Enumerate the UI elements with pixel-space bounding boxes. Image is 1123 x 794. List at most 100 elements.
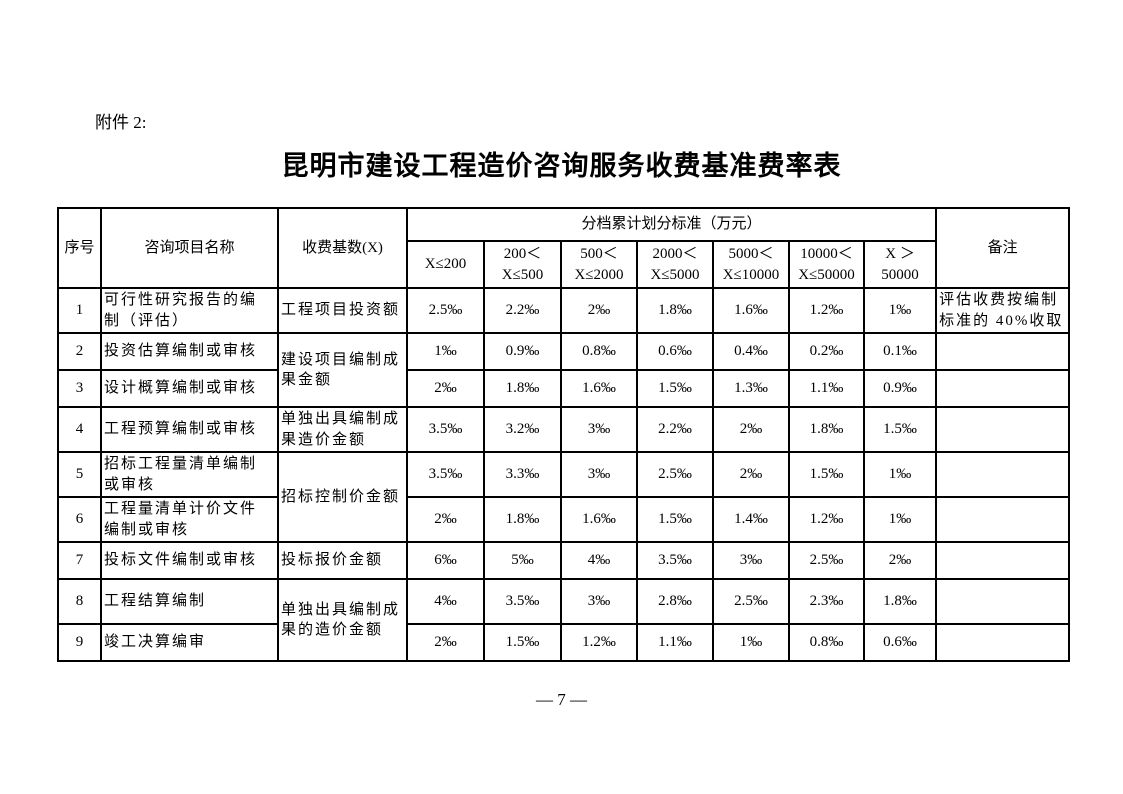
table-row: 1 可行性研究报告的编 制（评估） 工程项目投资额 2.5‰ 2.2‰ 2‰ 1… (57, 287, 1071, 334)
rate-cell: 2‰ (406, 623, 485, 662)
rate-cell: 1.5‰ (788, 451, 865, 498)
rate-cell: 1.6‰ (560, 369, 638, 408)
fee-base-cell: 单独出具编制成 果的造价金额 (277, 578, 408, 662)
rate-cell: 1.4‰ (712, 496, 790, 543)
rate-cell: 3‰ (560, 578, 638, 625)
rate-cell: 2.5‰ (636, 451, 714, 498)
remark-cell (935, 578, 1071, 625)
remark-cell (935, 369, 1071, 408)
rate-cell: 2.8‰ (636, 578, 714, 625)
rate-cell: 2‰ (862, 541, 938, 580)
project-name-cell: 设计概算编制或审核 (100, 369, 279, 408)
rate-cell: 1‰ (862, 496, 938, 543)
page-number: — 7 — (536, 690, 587, 709)
seq-cell: 9 (57, 623, 102, 662)
table-row: 7 投标文件编制或审核 投标报价金额 6‰ 5‰ 4‰ 3.5‰ 3‰ 2.5‰… (57, 541, 1071, 580)
seq-cell: 8 (57, 578, 102, 625)
rate-cell: 1.2‰ (788, 496, 865, 543)
rate-cell: 3.5‰ (483, 578, 562, 625)
rate-cell: 0.1‰ (862, 332, 938, 371)
table-row: 9 竣工决算编审 2‰ 1.5‰ 1.2‰ 1.1‰ 1‰ 0.8‰ 0.6‰ (57, 623, 1071, 662)
rate-cell: 1.3‰ (712, 369, 790, 408)
rate-cell: 3‰ (560, 451, 638, 498)
rate-cell: 2.5‰ (788, 541, 865, 580)
rate-cell: 1.5‰ (483, 623, 562, 662)
rate-cell: 0.8‰ (788, 623, 865, 662)
header-tier-2: 200＜ X≤500 (483, 240, 562, 289)
rate-cell: 1.2‰ (788, 287, 865, 334)
seq-cell: 1 (57, 287, 102, 334)
rate-cell: 1.6‰ (712, 287, 790, 334)
table-header-row-2: X≤200 200＜ X≤500 500＜ X≤2000 2000＜ X≤500… (58, 240, 1069, 289)
seq-cell: 3 (57, 369, 102, 408)
header-tier-6: 10000＜ X≤50000 (788, 240, 865, 289)
project-name-cell: 竣工决算编审 (100, 623, 279, 662)
rate-cell: 1‰ (406, 332, 485, 371)
rate-cell: 3.5‰ (406, 406, 485, 453)
rate-cell: 5‰ (483, 541, 562, 580)
rate-cell: 4‰ (406, 578, 485, 625)
rate-cell: 6‰ (406, 541, 485, 580)
fee-base-cell: 工程项目投资额 (277, 287, 408, 334)
rate-cell: 1.8‰ (483, 369, 562, 408)
rate-cell: 1.6‰ (560, 496, 638, 543)
header-remark: 备注 (935, 207, 1071, 289)
rate-cell: 2‰ (712, 406, 790, 453)
rate-cell: 3.2‰ (483, 406, 562, 453)
rate-cell: 1.5‰ (862, 406, 938, 453)
rate-cell: 1‰ (712, 623, 790, 662)
remark-cell (935, 541, 1071, 580)
rate-cell: 0.9‰ (483, 332, 562, 371)
rate-cell: 2‰ (406, 496, 485, 543)
remark-cell (935, 332, 1071, 371)
rate-cell: 0.2‰ (788, 332, 865, 371)
table-header-row-1: 序号 咨询项目名称 收费基数(X) 分档累计划分标准（万元） 备注 (57, 207, 1071, 289)
rate-cell: 0.6‰ (862, 623, 938, 662)
rate-cell: 0.6‰ (636, 332, 714, 371)
rate-cell: 1.5‰ (636, 369, 714, 408)
seq-cell: 2 (57, 332, 102, 371)
rate-cell: 2‰ (406, 369, 485, 408)
header-tier-4: 2000＜ X≤5000 (636, 240, 714, 289)
rate-cell: 1‰ (862, 451, 938, 498)
header-tier-group: 分档累计划分标准（万元） (405, 207, 938, 242)
fee-base-cell: 单独出具编制成 果造价金额 (277, 406, 408, 453)
rate-cell: 2.2‰ (483, 287, 562, 334)
remark-cell (935, 623, 1071, 662)
project-name-cell: 投资估算编制或审核 (100, 332, 279, 371)
rate-cell: 3‰ (560, 406, 638, 453)
project-name-cell: 工程结算编制 (100, 578, 279, 625)
rate-cell: 2‰ (560, 287, 638, 334)
header-project-name: 咨询项目名称 (100, 207, 279, 289)
project-name-cell: 工程预算编制或审核 (100, 406, 279, 453)
project-name-cell: 可行性研究报告的编 制（评估） (100, 287, 279, 334)
seq-cell: 7 (57, 541, 102, 580)
table-row: 5 招标工程量清单编制 或审核 招标控制价金额 3.5‰ 3.3‰ 3‰ 2.5… (57, 451, 1071, 543)
project-name-cell: 招标工程量清单编制 或审核 (100, 451, 279, 498)
header-tier-3: 500＜ X≤2000 (560, 240, 638, 289)
remark-cell (935, 406, 1071, 453)
rate-cell: 0.4‰ (712, 332, 790, 371)
rate-cell: 3‰ (712, 541, 790, 580)
rate-cell: 1‰ (862, 287, 938, 334)
rate-cell: 3.5‰ (636, 541, 714, 580)
rate-cell: 1.1‰ (788, 369, 865, 408)
table-row: 2 投资估算编制或审核 建设项目编制成 果金额 1‰ 0.9‰ 0.8‰ 0.6… (57, 332, 1071, 408)
rate-cell: 1.8‰ (788, 406, 865, 453)
rate-cell: 4‰ (560, 541, 638, 580)
rate-cell: 1.8‰ (862, 578, 938, 625)
seq-cell: 4 (57, 406, 102, 453)
rate-cell: 2‰ (712, 451, 790, 498)
header-fee-base: 收费基数(X) (277, 207, 408, 289)
header-tier-7: X ＞ 50000 (862, 240, 938, 289)
table-row: 6 工程量清单计价文件 编制或审核 2‰ 1.8‰ 1.6‰ 1.5‰ 1.4‰… (57, 496, 1071, 543)
fee-base-cell: 招标控制价金额 (277, 451, 408, 543)
rate-cell: 3.3‰ (483, 451, 562, 498)
rate-cell: 2.3‰ (788, 578, 865, 625)
rate-cell: 0.8‰ (560, 332, 638, 371)
header-seq: 序号 (57, 207, 102, 289)
seq-cell: 5 (57, 451, 102, 498)
fee-base-cell: 建设项目编制成 果金额 (277, 332, 408, 408)
remark-cell: 评估收费按编制 标准的 40%收取 (935, 287, 1071, 334)
